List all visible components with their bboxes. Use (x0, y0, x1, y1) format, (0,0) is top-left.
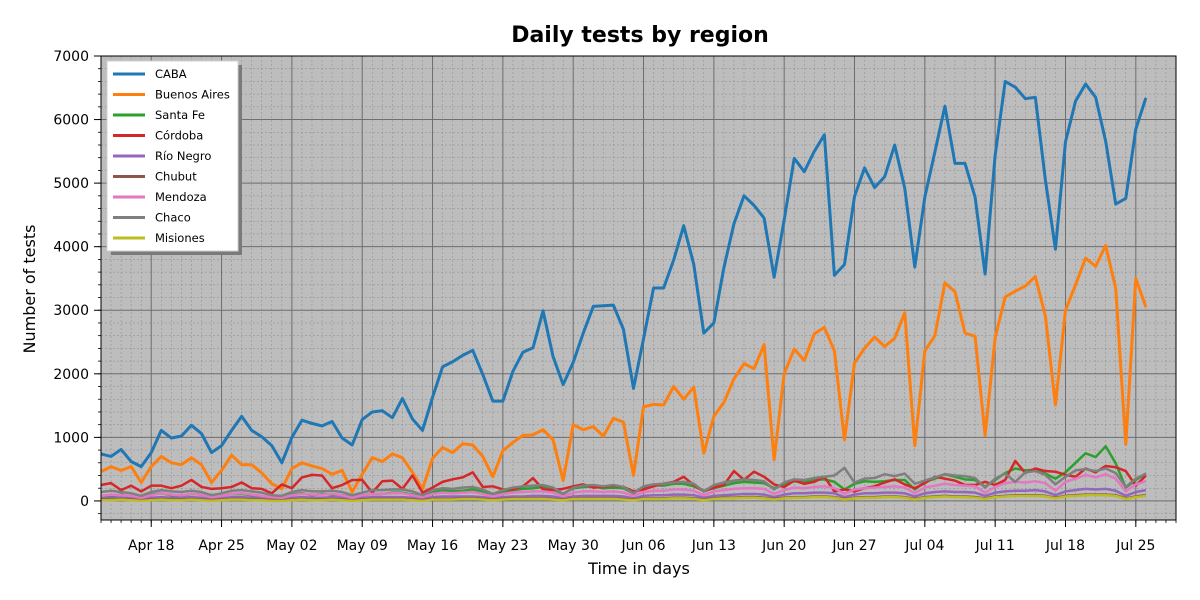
x-tick-label: Jul 04 (904, 538, 944, 554)
x-tick-label: Jul 25 (1115, 538, 1155, 554)
legend-label-c-rdoba: Córdoba (155, 129, 203, 143)
x-tick-label: Jun 13 (691, 538, 736, 554)
x-tick-label: Jun 20 (761, 538, 806, 554)
y-axis-label: Number of tests (20, 225, 39, 354)
legend-label-chubut: Chubut (155, 170, 197, 184)
plot-frame (100, 55, 1177, 521)
series-line-buenos-aires (100, 243, 1148, 494)
y-tick-label: 5000 (53, 176, 89, 192)
legend-label-buenos-aires: Buenos Aires (155, 88, 230, 102)
y-tick-label: 0 (80, 494, 89, 510)
x-tick-label: May 16 (407, 538, 458, 554)
legend-label-chaco: Chaco (155, 211, 191, 225)
x-tick-label: Jun 06 (620, 538, 665, 554)
series-line-mendoza (100, 472, 1147, 499)
series-line-misiones (101, 493, 1147, 503)
x-tick-label: Jun 27 (831, 538, 876, 554)
y-tick-label: 4000 (53, 240, 89, 256)
y-tick-label: 3000 (53, 303, 89, 319)
x-tick-label: Jul 18 (1045, 538, 1085, 554)
x-tick-label: Jul 11 (975, 538, 1015, 554)
x-axis-label: Time in days (587, 559, 690, 578)
x-tick-label: May 23 (477, 538, 528, 554)
y-tick-label: 2000 (53, 367, 89, 383)
legend-label-caba: CABA (155, 67, 187, 81)
legend-label-r-o-negro: Río Negro (155, 149, 211, 163)
x-tick-label: Apr 25 (198, 538, 244, 554)
legend-label-santa-fe: Santa Fe (155, 108, 205, 122)
y-tick-label: 1000 (53, 430, 89, 446)
x-tick-label: May 09 (337, 538, 388, 554)
legend-label-misiones: Misiones (155, 231, 205, 245)
series-line-caba (100, 79, 1148, 469)
series-line-r-o-negro (100, 487, 1147, 501)
y-tick-label: 7000 (53, 49, 89, 65)
legend: CABA Buenos Aires Santa Fe Córdoba Río Negro… (106, 60, 242, 255)
x-tick-label: May 02 (266, 538, 317, 554)
chart-title: Daily tests by region (511, 23, 769, 48)
y-tick-label: 6000 (53, 113, 89, 129)
x-tick-label: May 30 (548, 538, 599, 554)
x-tick-label: Apr 18 (128, 538, 174, 554)
legend-label-mendoza: Mendoza (155, 190, 207, 204)
plot-area: Apr 18 Apr 25 May 02 May 09 May 16 May 23 May … (53, 49, 1177, 554)
series-line-chaco (100, 466, 1147, 498)
